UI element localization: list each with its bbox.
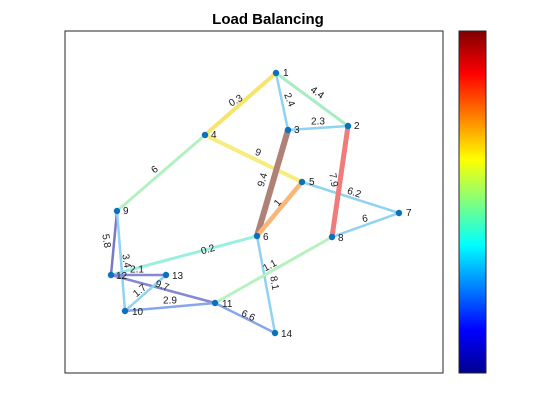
graph-edge-2-8 <box>329 123 351 240</box>
graph-edge-9-10 <box>115 209 127 313</box>
graph-edge-5-6 <box>254 179 305 239</box>
graph-node-9 <box>113 207 121 215</box>
edge-label-10-11: 2.9 <box>163 296 177 307</box>
graph-node-7 <box>395 209 403 217</box>
edge-label-11-14: 6.6 <box>239 308 257 324</box>
graph-node-6 <box>253 232 261 240</box>
graph-node-4 <box>201 131 209 139</box>
node-label-14: 14 <box>281 329 293 340</box>
node-label-4: 4 <box>211 130 217 141</box>
node-label-10: 10 <box>132 307 144 318</box>
graph-edge-4-5 <box>203 133 304 184</box>
graph-node-14 <box>271 329 279 337</box>
graph-edge-3-6 <box>254 127 291 239</box>
graph-node-5 <box>298 178 306 186</box>
graph-edge-1-2 <box>274 71 350 128</box>
node-label-3: 3 <box>294 125 300 136</box>
edge-label-3-6: 9.4 <box>256 171 271 188</box>
chart-title: Load Balancing <box>212 11 324 28</box>
graph-edge-5-7 <box>300 180 401 215</box>
graph-edge-8-11 <box>213 235 334 305</box>
graph-edge-3-2 <box>286 124 350 132</box>
node-label-13: 13 <box>172 271 184 282</box>
edge-label-6-14: 8.1 <box>267 275 280 291</box>
graph-edge-9-12 <box>109 209 119 277</box>
graph-edge-10-11 <box>123 301 217 313</box>
edge-labels-layer: 0.3 2.4 4.42.3969.416.27.960.28.11.15.83.4… <box>99 85 369 325</box>
edge-label-3-2: 2.3 <box>311 117 325 128</box>
edge-label-12-13: 2.1 <box>130 265 144 276</box>
node-label-9: 9 <box>123 206 129 217</box>
node-label-12: 12 <box>116 271 128 282</box>
edge-label-1-3: 2.4 <box>281 92 297 109</box>
graph-node-2 <box>344 122 352 130</box>
graph-edge-1-3 <box>274 71 290 132</box>
graph-node-10 <box>121 307 129 315</box>
graph-edge-11-14 <box>213 301 277 335</box>
graph-edge-10-13 <box>123 273 168 313</box>
graph-node-1 <box>272 69 280 77</box>
graph-edge-12-11 <box>109 273 217 305</box>
graph-edge-6-14 <box>255 234 277 335</box>
edge-label-4-5: 9 <box>254 147 263 159</box>
edge-label-6-12: 0.2 <box>200 243 217 258</box>
node-label-6: 6 <box>263 232 269 243</box>
node-label-11: 11 <box>222 299 233 310</box>
graph-node-8 <box>328 233 336 241</box>
edge-label-4-9: 6 <box>150 164 162 176</box>
edge-label-9-10: 3.4 <box>119 253 132 269</box>
graph-node-13 <box>162 271 170 279</box>
graph-edge-8-7 <box>330 211 401 239</box>
edge-label-9-12: 5.8 <box>99 233 112 249</box>
graph-node-11 <box>211 299 219 307</box>
edge-label-5-6: 1 <box>272 197 284 209</box>
graph-node-12 <box>107 271 115 279</box>
edge-label-5-7: 6.2 <box>346 186 363 201</box>
node-label-8: 8 <box>338 233 344 244</box>
graph-edge-1-4 <box>203 71 278 137</box>
graph-edge-4-9 <box>115 133 207 213</box>
edges-layer <box>109 71 401 335</box>
node-label-2: 2 <box>354 121 360 132</box>
node-label-1: 1 <box>283 68 289 79</box>
graph-edge-6-12 <box>109 234 259 277</box>
graph-node-3 <box>284 126 292 134</box>
edge-label-12-11: 9.7 <box>154 279 171 294</box>
edge-label-8-7: 6 <box>361 213 369 225</box>
node-label-7: 7 <box>406 208 412 219</box>
edge-label-2-8: 7.9 <box>326 172 339 188</box>
node-label-5: 5 <box>309 177 315 188</box>
colorbar <box>458 30 487 374</box>
